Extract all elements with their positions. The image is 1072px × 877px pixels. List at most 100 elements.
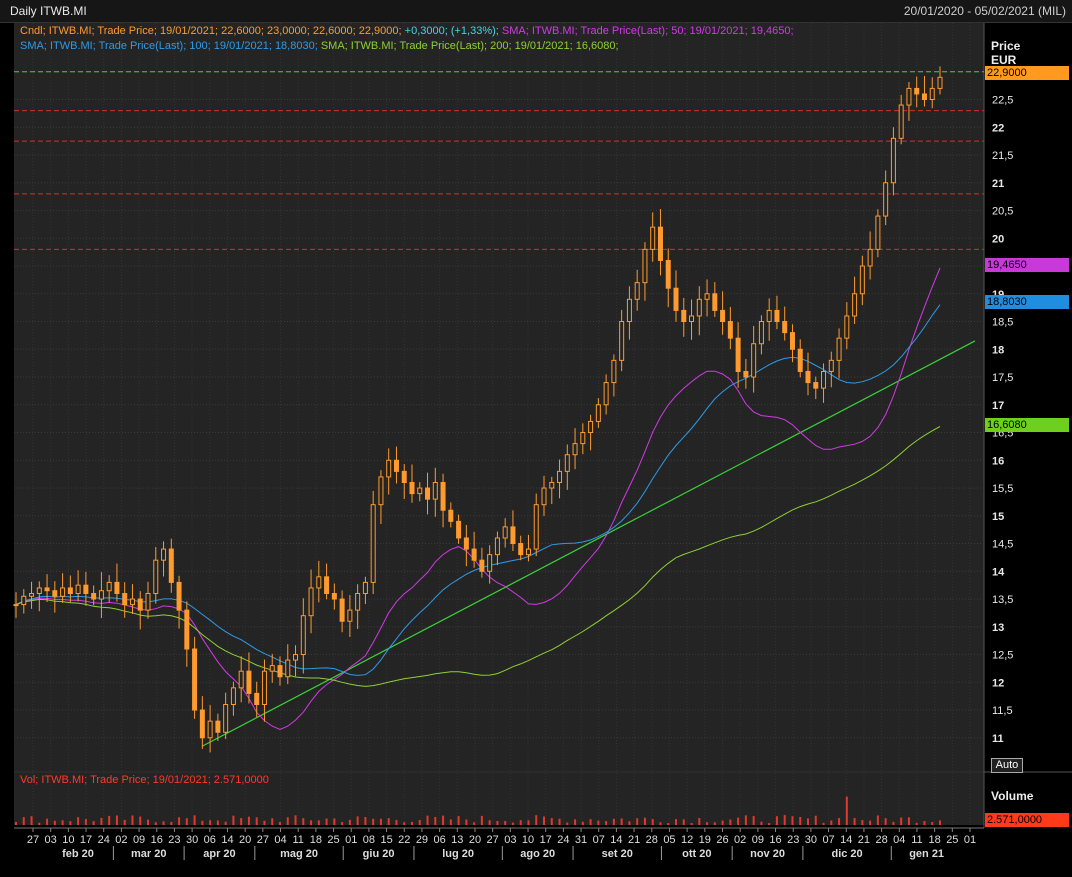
volume-bar <box>807 818 809 825</box>
volume-bar <box>84 819 87 825</box>
volume-bar <box>147 819 149 825</box>
last-price-badge: 22,9000 <box>985 66 1069 80</box>
trend-line <box>202 340 976 747</box>
volume-bar <box>30 816 33 825</box>
volume-bar <box>317 820 320 825</box>
volume-bar <box>310 820 313 825</box>
x-month-label: mag 20 <box>280 848 318 860</box>
volume-bar <box>744 815 747 825</box>
volume-bar <box>884 818 887 825</box>
x-tick-label: 28 <box>875 834 887 846</box>
volume-bar <box>853 817 856 825</box>
candle-body <box>518 543 524 556</box>
legend-volume[interactable]: Vol; ITWB.MI; Trade Price; 19/01/2021; 2… <box>20 774 269 786</box>
candle-body <box>269 665 275 672</box>
x-tick-label: 15 <box>380 834 392 846</box>
x-month-label: giu 20 <box>363 848 395 860</box>
sma50-badge: 19,4650 <box>985 258 1069 272</box>
volume-bar <box>480 815 483 825</box>
candle-body <box>657 226 663 261</box>
candle-body <box>758 321 764 345</box>
x-tick-label: 22 <box>398 834 410 846</box>
candle-body <box>324 576 330 594</box>
x-month-label: nov 20 <box>750 848 785 860</box>
x-tick-label: 26 <box>716 834 728 846</box>
x-tick-label: 25 <box>946 834 958 846</box>
candle-body <box>580 432 586 445</box>
candle-body <box>207 720 213 739</box>
candle-body <box>828 359 834 372</box>
y-tick-label: 21,5 <box>992 150 1013 162</box>
volume-bar <box>814 815 817 825</box>
candle-body <box>386 459 392 478</box>
candle-body <box>821 370 827 389</box>
volume-bar <box>139 816 142 825</box>
volume-bar <box>15 821 17 825</box>
x-tick-label: 17 <box>80 834 92 846</box>
candle-body <box>727 321 733 339</box>
trend-line-segment <box>202 340 976 747</box>
x-ticks: 27 03 10 17 24 02 09 16 23 30 06 14 20 27 04 11 18 25 01 08… <box>27 828 976 860</box>
legend-sma50[interactable]: SMA; ITWB.MI; Trade Price(Last); 50; 19/… <box>501 25 794 37</box>
legend-sma100[interactable]: SMA; ITWB.MI; Trade Price(Last); 100; 19… <box>20 40 318 52</box>
x-tick-label: 23 <box>168 834 180 846</box>
volume-bar <box>535 815 538 825</box>
volume-bar <box>574 819 577 825</box>
legend-sma-row[interactable]: SMA; ITWB.MI; Trade Price(Last); 100; 19… <box>20 40 619 52</box>
candle-body <box>890 137 896 184</box>
x-tick-label: 02 <box>734 834 746 846</box>
sma-line <box>15 426 941 687</box>
volume-bar <box>61 820 64 825</box>
legend-candle[interactable]: Cndl; ITWB.MI; Trade Price; 19/01/2021; … <box>20 25 794 37</box>
candle-body <box>751 343 757 378</box>
legend-sma200[interactable]: SMA; ITWB.MI; Trade Price(Last); 200; 19… <box>320 40 619 52</box>
x-tick-label: 24 <box>557 834 569 846</box>
y-tick-label: 14,5 <box>992 539 1013 551</box>
x-tick-label: 17 <box>540 834 552 846</box>
volume-bar <box>240 818 243 825</box>
candle-body <box>223 703 229 733</box>
x-tick-label: 28 <box>646 834 658 846</box>
candle-body <box>766 309 772 323</box>
volume-bar <box>209 820 212 825</box>
y-tick-label: 14 <box>992 566 1005 578</box>
candle-body <box>712 293 718 311</box>
legend-candle-text: Cndl; ITWB.MI; Trade Price; 19/01/2021; … <box>20 25 402 37</box>
price-axis-unit: EUR <box>991 53 1017 67</box>
candle-body <box>487 554 493 572</box>
candle-body <box>153 559 159 594</box>
candle-body <box>937 76 943 89</box>
volume-bar <box>77 817 80 825</box>
x-month-label: set 20 <box>602 848 633 860</box>
y-tick-label: 21 <box>992 178 1004 190</box>
volume-bar <box>356 816 359 825</box>
candle-body <box>83 584 89 594</box>
auto-scale-button[interactable]: Auto <box>991 758 1023 773</box>
x-tick-label: 03 <box>45 834 57 846</box>
x-tick-label: 16 <box>151 834 163 846</box>
y-tick-label: 17,5 <box>992 372 1013 384</box>
candle-body <box>98 590 104 600</box>
volume-bar <box>768 822 771 825</box>
candle-body <box>393 459 399 472</box>
volume-bar <box>395 819 398 825</box>
x-month-label: feb 20 <box>62 848 94 860</box>
x-tick-label: 27 <box>487 834 499 846</box>
candle-body <box>106 581 112 592</box>
x-tick-label: 08 <box>363 834 375 846</box>
candle-body <box>906 87 912 106</box>
x-month-label: gen 21 <box>909 848 944 860</box>
volume-bar <box>830 820 833 825</box>
candle-body <box>805 370 811 384</box>
volume-bar <box>643 817 646 825</box>
y-tick-label: 22 <box>992 122 1004 134</box>
candle-body <box>743 370 749 378</box>
volume-bar <box>185 818 188 825</box>
candle-body <box>541 487 547 506</box>
x-tick-label: 30 <box>805 834 817 846</box>
volume-bar <box>403 822 406 825</box>
volume-bar <box>131 815 134 825</box>
volume-bar <box>286 817 289 825</box>
sma200-badge: 16,6080 <box>985 418 1069 432</box>
